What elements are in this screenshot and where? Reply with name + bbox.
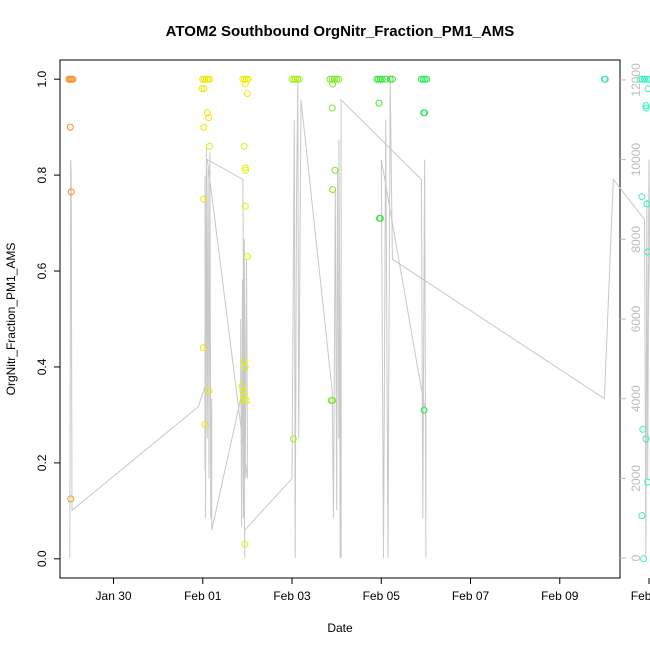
right-tick-label: 12000 <box>629 63 643 97</box>
data-point <box>238 382 246 390</box>
x-tick-label: Feb 05 <box>363 589 401 603</box>
data-point <box>641 75 648 83</box>
data-point <box>243 253 251 261</box>
data-point <box>376 214 384 222</box>
y-axis: 0.0 0.2 0.4 0.6 0.8 1.0 <box>35 71 60 567</box>
data-point <box>642 104 650 112</box>
data-point <box>200 195 208 203</box>
data-point <box>642 102 650 110</box>
data-point <box>330 75 338 83</box>
right-tick-label: 2000 <box>629 465 643 492</box>
x-tick-label: Feb 01 <box>184 589 222 603</box>
data-point <box>203 109 211 117</box>
y-axis-label: OrgNitr_Fraction_PM1_AMS <box>4 243 18 396</box>
data-point <box>638 193 646 201</box>
data-point <box>240 358 248 366</box>
data-point <box>642 435 650 443</box>
right-tick-label: 10000 <box>629 143 643 177</box>
data-point <box>205 114 213 122</box>
data-point <box>295 75 303 83</box>
data-point <box>636 75 644 83</box>
y-tick-label: 0.4 <box>35 358 49 375</box>
data-point <box>241 80 249 88</box>
data-point <box>200 123 208 131</box>
data-point <box>242 166 250 174</box>
x-axis: Jan 30 Feb 01 Feb 03 Feb 05 Feb 07 Feb 09 Feb … <box>96 578 650 603</box>
data-point <box>644 85 650 93</box>
data-point <box>289 435 297 443</box>
data-point <box>67 188 75 196</box>
data-point <box>239 387 247 395</box>
y-tick-label: 1.0 <box>35 71 49 88</box>
chart-title: ATOM2 Southbound OrgNitr_Fraction_PM1_AM… <box>166 23 515 40</box>
right-tick-label: 6000 <box>629 305 643 332</box>
data-point <box>331 166 339 174</box>
data-point <box>205 387 213 395</box>
data-point <box>378 75 386 83</box>
x-tick-label: Feb 09 <box>541 589 579 603</box>
data-point <box>243 90 251 98</box>
right-axis: 0 2000 4000 6000 8000 10000 12000 <box>620 63 643 561</box>
data-point <box>329 397 337 404</box>
data-point <box>328 104 336 112</box>
data-point <box>333 75 341 83</box>
data-point <box>243 397 250 404</box>
data-point <box>640 555 648 563</box>
x-axis-label: Date <box>327 621 353 635</box>
x-tick-label: Jan 30 <box>96 589 132 603</box>
y-tick-label: 0.8 <box>35 166 49 183</box>
data-point <box>69 75 77 83</box>
data-point <box>66 123 74 131</box>
right-tick-label: 4000 <box>629 385 643 412</box>
data-point <box>206 75 214 83</box>
data-point <box>198 85 206 93</box>
y-tick-label: 0.0 <box>35 550 49 567</box>
data-point <box>421 109 429 117</box>
data-point <box>335 75 343 83</box>
data-point <box>201 421 209 428</box>
data-point <box>239 397 247 404</box>
x-tick-label: Feb 11 <box>631 589 650 603</box>
x-tick-label: Feb 07 <box>452 589 490 603</box>
y-tick-label: 0.6 <box>35 262 49 279</box>
data-point <box>420 406 428 414</box>
data-point <box>638 75 646 83</box>
secondary-trace-line <box>69 79 650 559</box>
y-tick-label: 0.2 <box>35 454 49 471</box>
secondary-trace <box>69 79 650 559</box>
data-point <box>244 75 252 83</box>
data-point <box>328 75 336 83</box>
data-point <box>206 142 213 150</box>
data-point <box>639 425 647 433</box>
data-point <box>645 75 650 83</box>
data-point <box>329 186 337 193</box>
data-point <box>638 512 646 520</box>
data-point <box>240 142 248 150</box>
data-point <box>386 75 394 83</box>
points-layer <box>65 75 650 563</box>
right-tick-label: 0 <box>629 554 643 561</box>
data-point <box>199 344 207 352</box>
data-point <box>423 75 431 83</box>
data-point <box>388 75 396 83</box>
data-point <box>329 80 337 88</box>
data-point <box>241 202 249 210</box>
data-point <box>644 478 650 486</box>
data-point <box>67 495 75 503</box>
data-point <box>241 363 249 371</box>
data-point <box>241 540 249 548</box>
data-point <box>200 85 208 93</box>
data-point <box>241 164 249 172</box>
data-point <box>601 75 609 83</box>
x-tick-label: Feb 03 <box>273 589 311 603</box>
data-point <box>644 248 650 256</box>
data-point <box>375 99 383 107</box>
data-point <box>382 75 390 83</box>
right-tick-label: 8000 <box>629 226 643 253</box>
